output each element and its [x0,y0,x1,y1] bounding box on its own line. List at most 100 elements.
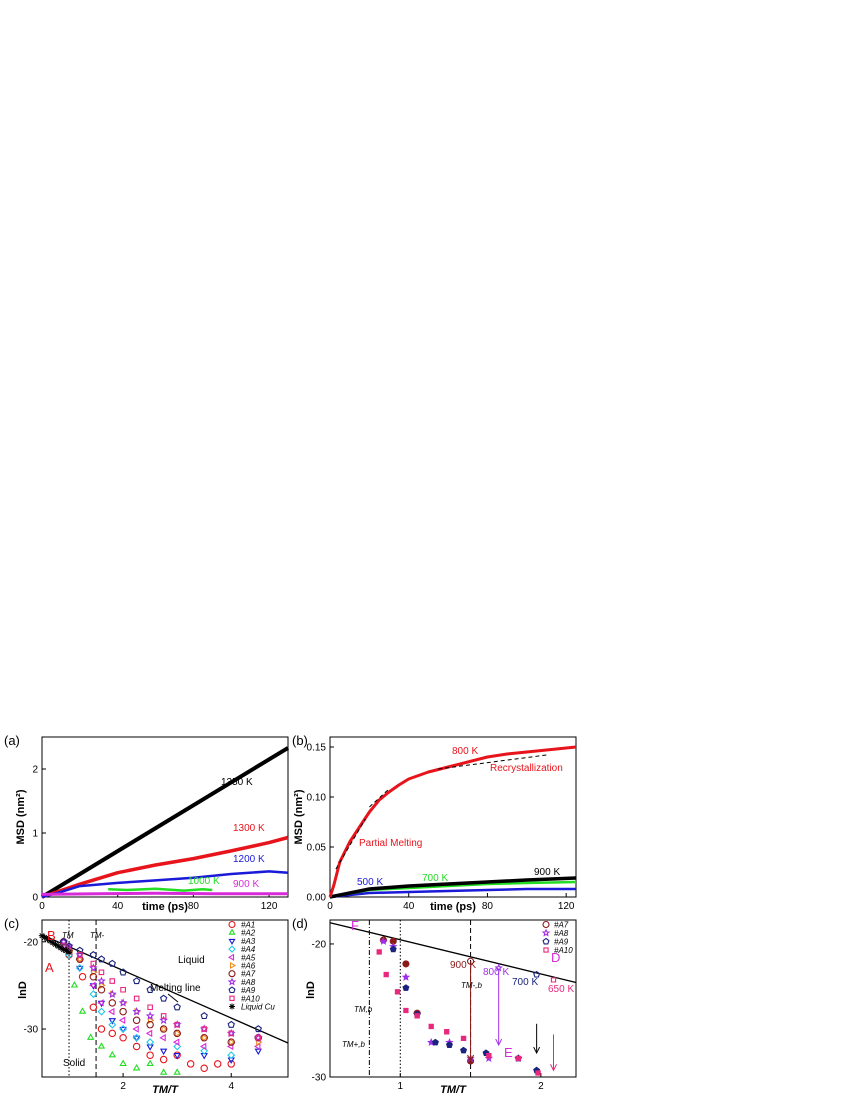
panel-c-point-6-8 [146,1020,154,1029]
panel-c-point-8-10 [173,1003,181,1011]
panel-a-series-label-0: 1350 K [221,777,253,788]
panel-c-label: (c) [4,916,19,931]
panel-c-point-8-9 [159,994,168,1002]
panel-b-annotation-recrystallization: Recrystallization [490,763,563,774]
panel-c-point-10-5-stroke [52,941,59,948]
panel-b-xtick-label-2: 80 [482,901,494,912]
panel-c-point-1-4 [97,1042,106,1049]
panel-c-point-10-0-stroke [39,933,45,939]
panel-c-point-3-5 [108,1020,117,1029]
panel-c-label-tm: TM [62,931,74,940]
panel-a-xtick-label-1: 40 [112,901,124,912]
panel-d-point-2-0 [389,945,397,953]
panel-c-point-2-4 [108,1018,117,1025]
panel-c-point-4-8 [145,1029,153,1038]
panel-c-plot-frame [41,919,289,1078]
panel-c-point-3-11 [227,1051,236,1060]
panel-b-series-label-3: 500 K [357,877,383,888]
panel-c-point-0-4 [108,1029,117,1038]
panel-d-legend-text-2: #A9 [554,938,569,947]
panel-c-ytick-label-0: -20 [24,937,39,948]
panel-c-legend-marker-1 [228,928,236,935]
panel-c-point-0-12 [213,1060,222,1068]
panel-c-legend-marker-8 [228,986,236,994]
panel-c-point-10-1-stroke [42,934,48,941]
panel-a-series-2 [41,870,289,899]
panel-c-point-7-9 [159,1015,169,1025]
panel-a-series-label-3: 1000 K [188,876,220,887]
panel-c-xlabel: TM/T [152,1084,179,1096]
panel-b-xtick-label-0: 0 [327,901,333,912]
panel-c-legend-text-10: Liquid Cu [241,1003,275,1012]
panel-d-point-3-10 [535,1070,541,1076]
panel-c-point-0-11 [200,1064,208,1073]
panel-b-series-label-2: 700 K [422,873,448,884]
panel-c-point-4-2 [75,955,82,963]
panel-c-ytick-label-1: -30 [24,1025,39,1036]
panel-c-point-6-3 [89,972,98,981]
panel-c-melting-arrow [167,993,179,1003]
panel-c-point-2-9 [173,1053,181,1060]
panel-c-point-0-13 [227,1060,235,1068]
panel-c-point-7-6 [118,998,128,1007]
panel-c-point-2-5 [119,1026,127,1034]
panel-d-melting-point-1 [494,963,503,972]
panel-d-melting-point-2 [533,970,541,978]
panel-a-ytick-label-2: 2 [32,765,38,776]
panel-d-point-2-4 [445,1041,453,1049]
panel-b-ytick-label-0: 0.00 [307,893,327,904]
panel-d-point-2-5 [460,1046,468,1054]
panel-c-point-9-13 [255,1034,262,1041]
panel-d-xlabel: TM/T [440,1084,467,1096]
panel-c-point-1-5 [108,1050,117,1058]
panel-a-series-1 [41,835,289,899]
panel-d-legend-text-1: #A8 [554,929,569,938]
panel-c-legend-marker-6 [228,970,236,978]
panel-d-legend-text-3: #A10 [554,946,573,955]
panel-a-ylabel: MSD (nm²) [15,789,27,844]
panel-c-label-solid: Solid [63,1058,85,1069]
panel-c-point-4-6 [118,1016,126,1025]
panel-c-point-10-3-stroke [47,938,53,944]
panel-c-point-10-8-stroke [61,947,67,953]
panel-c-point-1-6 [119,1059,127,1067]
panel-b-fit-partial-melting [335,818,366,870]
panel-d-label-650k: 650 K [548,984,574,995]
panel-a-label: (a) [4,733,20,748]
panel-c-point-3-2 [75,964,84,972]
panel-d-label-d: D [551,950,560,965]
panel-c-point-6-6 [119,1007,127,1016]
panel-c-point-5-10 [202,1034,209,1042]
panel-c-point-5-1 [77,955,85,963]
panel-c-legend-marker-10 [229,1003,235,1010]
panel-c-legend-text-2: #A3 [241,937,256,946]
panel-c-point-7-4 [97,976,106,985]
panel-c-point-9-2 [77,952,83,958]
panel-d-label-e: E [504,1045,513,1060]
panel-c-point-10-6-stroke [55,943,61,949]
panel-d-arrowhead-1 [495,1038,503,1047]
panel-c-point-6-4 [97,986,106,994]
panel-c-point-4-7 [132,1025,139,1033]
panel-c-point-2-1 [76,965,84,973]
panel-b-annotation-partial-melting: Partial Melting [359,838,422,849]
panel-d-point-3-6 [444,1029,450,1035]
panel-c-point-2-6 [132,1035,141,1043]
panel-b-xlabel: time (ps) [430,901,476,913]
panel-c-xtick-label-1: 4 [228,1081,234,1092]
panel-d-legend-marker-0 [542,920,550,929]
panel-c-point-2-8 [159,1048,168,1056]
panel-c-legend-text-7: #A8 [241,978,256,987]
panel-b-xtick-label-1: 40 [403,901,415,912]
panel-c-point-6-7 [132,1016,141,1025]
panel-c-point-6-5 [108,999,117,1007]
panel-d-xtick-label-1: 2 [538,1081,544,1092]
panel-c-legend-marker-4 [227,953,235,961]
panel-c-point-8-8 [146,985,154,993]
panel-a-xlabel: time (ps) [142,901,188,913]
panel-c-point-9-11 [201,1026,208,1032]
panel-c-point-10-10-stroke [66,949,72,955]
panel-c-point-0-3 [97,1025,106,1033]
panel-c-legend-text-1: #A2 [241,929,256,938]
panel-b-label: (b) [292,733,308,748]
